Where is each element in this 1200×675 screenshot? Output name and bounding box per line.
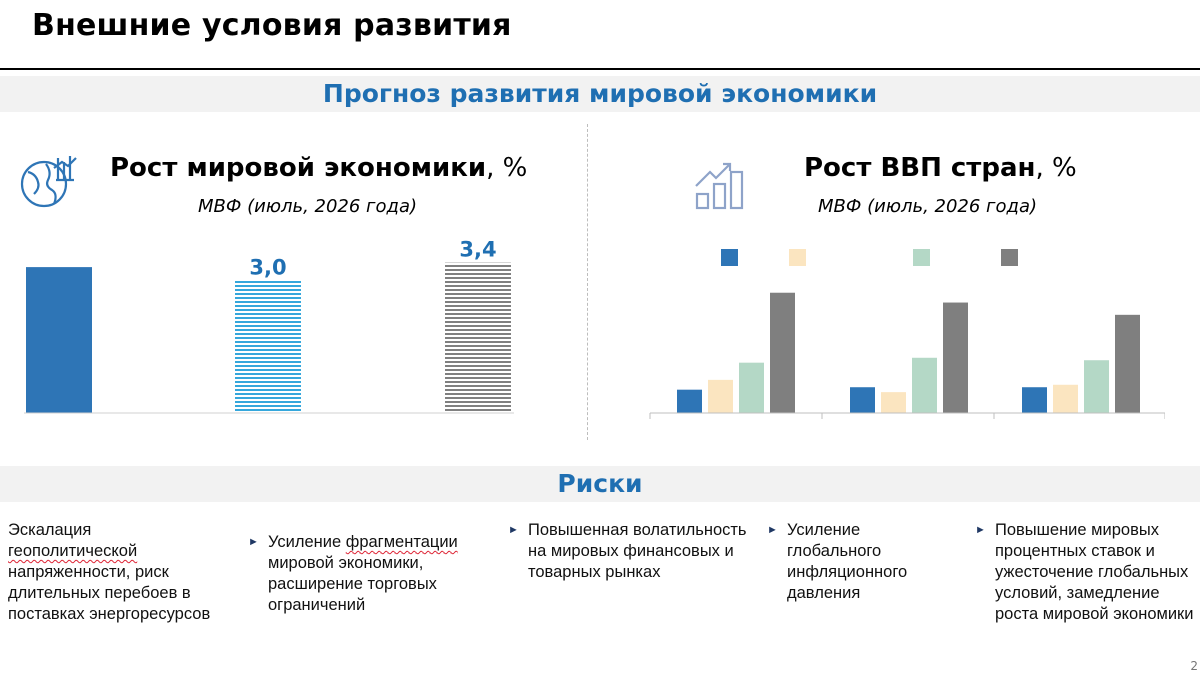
risk-text-rest: мировой экономики, расширение торговых о…: [268, 554, 437, 614]
risk-text: Повышение мировых процентных ставок и уж…: [995, 521, 1194, 623]
title-divider: [0, 68, 1200, 70]
risk-text: Усиление глобального инфляционного давле…: [787, 521, 908, 602]
risk-item: ► Повышенная волатильность на мировых фин…: [508, 520, 748, 583]
right-panel-source: МВФ: [818, 196, 862, 217]
legend-swatch: [721, 249, 738, 266]
bullet-arrow-icon: ►: [975, 524, 986, 536]
risk-text: Повышенная волатильность на мировых фина…: [528, 521, 747, 581]
legend-swatch: [913, 249, 930, 266]
gdp-growth-bar: [850, 387, 875, 413]
risk-text-marked: геополитической: [8, 542, 138, 560]
legend-swatch: [789, 249, 806, 266]
left-panel-source-note: (июль, 2026 года): [241, 196, 418, 217]
left-panel-title-unit: , %: [486, 153, 528, 183]
risk-text: Усиление: [268, 533, 346, 551]
world-growth-chart: 3,0 3,4: [24, 238, 514, 414]
risk-item: ► Повышение мировых процентных ставок и у…: [975, 520, 1195, 625]
world-growth-value-label: 3,0: [249, 255, 286, 279]
right-panel-title-text: Рост ВВП стран: [804, 153, 1036, 183]
risk-item: ► Усиление глобального инфляционного давл…: [767, 520, 957, 604]
bullet-arrow-icon: ►: [248, 536, 259, 548]
gdp-growth-bar: [881, 392, 906, 413]
right-panel-source-note: (июль, 2026 года): [861, 196, 1038, 217]
left-panel-title-text: Рост мировой экономики: [110, 153, 487, 183]
gdp-growth-bar: [1053, 384, 1078, 413]
gdp-growth-bar: [1084, 360, 1109, 413]
legend-swatch: [1001, 249, 1018, 266]
left-panel-subtitle: МВФ (июль, 2026 года): [198, 196, 417, 217]
bullet-arrow-icon: ►: [508, 524, 519, 536]
forecast-section-header: Прогноз развития мировой экономики: [0, 76, 1200, 112]
world-growth-value-label: 3,4: [459, 238, 496, 262]
world-growth-bar: [235, 280, 301, 413]
right-panel-title: Рост ВВП стран, %: [804, 153, 1077, 183]
world-growth-bar: [26, 267, 92, 413]
risks-section-header: Риски: [0, 466, 1200, 502]
gdp-growth-bar: [708, 379, 733, 413]
world-growth-bar: [445, 262, 511, 413]
gdp-growth-bar: [677, 389, 702, 413]
gdp-growth-bar: [943, 302, 968, 413]
left-panel-source: МВФ: [198, 196, 242, 217]
gdp-growth-bar: [739, 362, 764, 413]
right-panel-subtitle: МВФ (июль, 2026 года): [818, 196, 1037, 217]
bar-chart-growth-icon: [692, 156, 752, 216]
gdp-growth-chart: [649, 249, 1165, 419]
panel-divider: [587, 124, 588, 440]
risk-text-marked: фрагментации: [345, 533, 458, 551]
risk-item: Эскалация геополитической напряженности,…: [8, 520, 218, 625]
risk-text-rest: напряженности, риск длительных перебоев …: [8, 563, 211, 623]
gdp-growth-bar: [1022, 387, 1047, 413]
bullet-arrow-icon: ►: [767, 524, 778, 536]
gdp-growth-bar: [912, 357, 937, 413]
risk-item: ► Усиление фрагментации мировой экономики…: [248, 532, 483, 616]
page-number: 2: [1190, 659, 1198, 673]
slide-title: Внешние условия развития: [32, 8, 512, 43]
right-panel-title-unit: , %: [1035, 153, 1077, 183]
gdp-growth-bar: [1115, 314, 1140, 413]
left-panel-title: Рост мировой экономики, %: [110, 153, 527, 183]
risk-text: Эскалация: [8, 521, 92, 539]
gdp-growth-bar: [770, 292, 795, 413]
globe-growth-icon: [18, 152, 78, 216]
